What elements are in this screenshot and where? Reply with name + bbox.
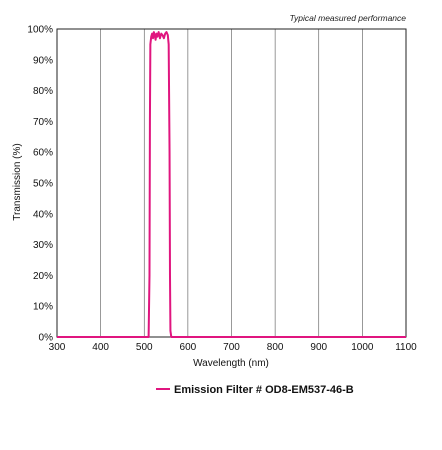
x-tick-label: 500 xyxy=(136,342,153,353)
y-tick-label: 30% xyxy=(33,240,53,251)
x-tick-label: 900 xyxy=(310,342,327,353)
x-tick-labels: 300 400 500 600 700 800 900 1000 1100 xyxy=(49,342,418,353)
y-tick-labels: 0% 10% 20% 30% 40% 50% 60% 70% 80% 90% 100% xyxy=(27,25,53,344)
y-axis-title: Transmission (%) xyxy=(12,143,23,220)
x-tick-label: 800 xyxy=(267,342,284,353)
x-tick-label: 300 xyxy=(49,342,66,353)
y-tick-label: 0% xyxy=(39,333,54,344)
series-line xyxy=(57,31,406,338)
legend-label: Emission Filter # OD8-EM537-46-B xyxy=(174,384,354,396)
y-tick-label: 50% xyxy=(33,179,53,190)
y-tick-label: 10% xyxy=(33,302,53,313)
x-tick-label: 1100 xyxy=(395,342,417,353)
y-tick-label: 20% xyxy=(33,271,53,282)
legend: Emission Filter # OD8-EM537-46-B xyxy=(156,384,354,396)
x-tick-label: 700 xyxy=(223,342,240,353)
grid-lines xyxy=(100,29,363,337)
x-tick-label: 1000 xyxy=(351,342,374,353)
x-tick-label: 400 xyxy=(92,342,109,353)
chart-annotation: Typical measured performance xyxy=(289,13,406,23)
y-tick-label: 70% xyxy=(33,117,53,128)
y-tick-label: 60% xyxy=(33,148,53,159)
y-tick-label: 90% xyxy=(33,55,53,66)
y-tick-label: 100% xyxy=(27,25,53,36)
series-layer xyxy=(57,31,406,338)
y-tick-label: 40% xyxy=(33,209,53,220)
y-tick-label: 80% xyxy=(33,86,53,97)
x-axis-title: Wavelength (nm) xyxy=(193,358,269,369)
x-tick-label: 600 xyxy=(180,342,197,353)
